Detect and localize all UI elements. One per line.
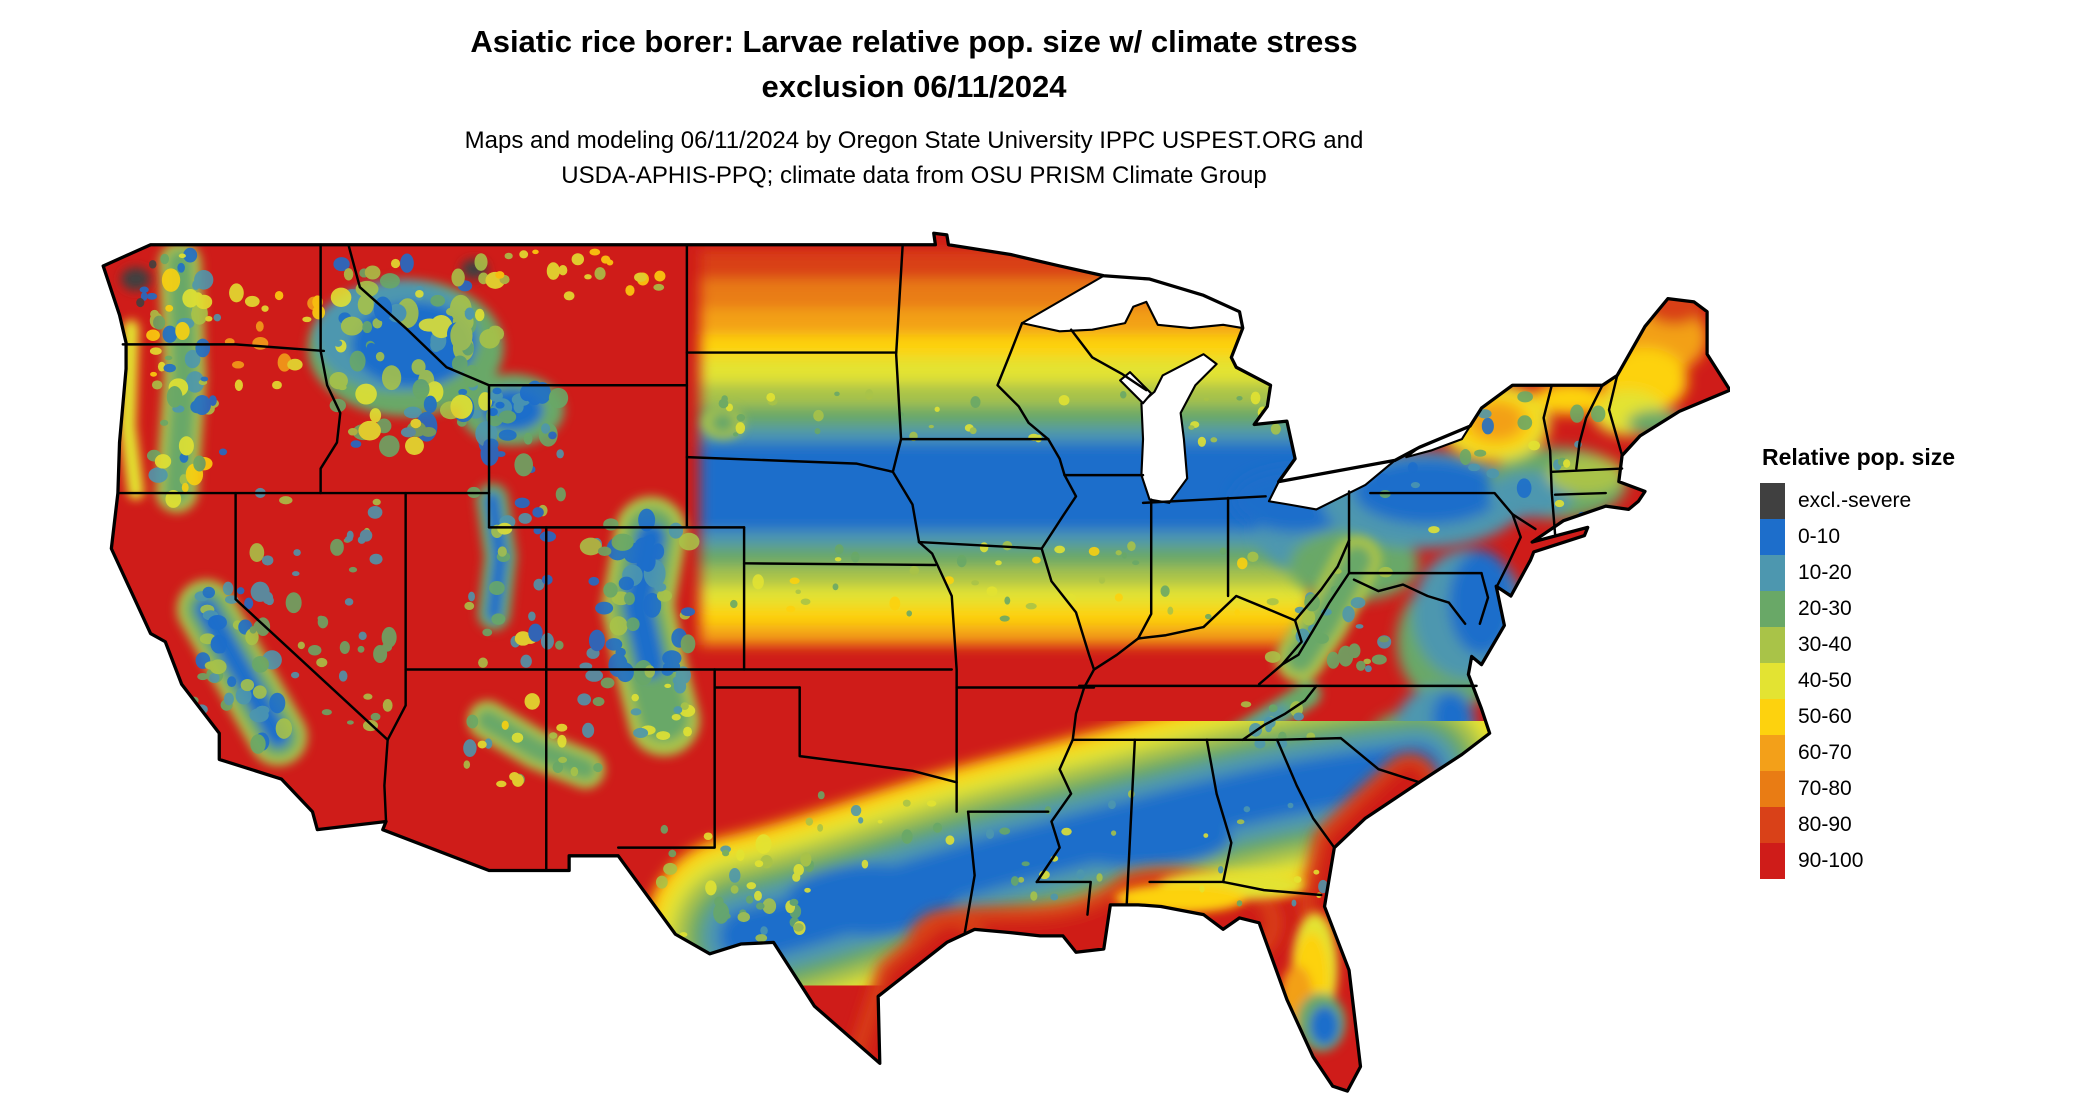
us-outline [101,231,1730,1093]
legend-swatch [1760,555,1785,591]
legend-swatch [1760,627,1785,663]
legend-label: 60-70 [1798,741,1852,764]
legend-row: 60-70 [1760,735,2090,771]
legend-label: 80-90 [1798,813,1852,836]
legend-label: 50-60 [1798,705,1852,728]
legend-row: 70-80 [1760,771,2090,807]
legend-label: excl.-severe [1798,489,1912,512]
speckle-texture [136,247,1606,942]
legend-row: 0-10 [1760,519,2090,555]
legend-row: 30-40 [1760,627,2090,663]
legend-row: 10-20 [1760,555,2090,591]
legend-row: 40-50 [1760,663,2090,699]
legend-swatch [1760,735,1785,771]
legend-label: 40-50 [1798,669,1852,692]
legend-swatch [1760,591,1785,627]
map-subtitle-line2: USDA-APHIS-PPQ; climate data from OSU PR… [561,161,1267,189]
legend-label: 10-20 [1798,561,1852,584]
legend-label: 90-100 [1798,849,1864,872]
map-subtitle-line1: Maps and modeling 06/11/2024 by Oregon S… [464,126,1364,154]
legend: Relative pop. size excl.-severe 0-10 10-20… [1760,444,2090,879]
legend-row: 50-60 [1760,699,2090,735]
legend-row: 90-100 [1760,843,2090,879]
state-borders [116,243,1624,934]
legend-row: 20-30 [1760,591,2090,627]
legend-label: 70-80 [1798,777,1852,800]
legend-swatch [1760,663,1785,699]
legend-swatch [1760,699,1785,735]
us-map-svg [101,231,1730,1093]
legend-swatch [1760,771,1785,807]
legend-label: 30-40 [1798,633,1852,656]
legend-title: Relative pop. size [1762,444,1956,470]
map-title-line1: Asiatic rice borer: Larvae relative pop.… [470,24,1358,59]
legend-label: 20-30 [1798,597,1852,620]
legend-row: excl.-severe [1760,483,2090,519]
legend-swatch [1760,843,1785,879]
header: Asiatic rice borer: Larvae relative pop.… [0,20,1828,193]
legend-rows: excl.-severe 0-10 10-20 20-30 30-40 40-50 50-6… [1760,483,2090,879]
legend-label: 0-10 [1798,525,1841,548]
east-band-blobs [1231,450,1524,601]
legend-swatch [1760,519,1785,555]
legend-swatch [1760,807,1785,843]
map-title-line2: exclusion 06/11/2024 [761,68,1067,104]
map-title: Asiatic rice borer: Larvae relative pop.… [0,20,1828,110]
green-bay [1119,371,1153,405]
heat-layer [103,233,1730,1092]
legend-row: 80-90 [1760,807,2090,843]
us-map [95,230,1730,1096]
legend-swatch [1760,483,1785,519]
map-subtitle: Maps and modeling 06/11/2024 by Oregon S… [0,124,1828,194]
